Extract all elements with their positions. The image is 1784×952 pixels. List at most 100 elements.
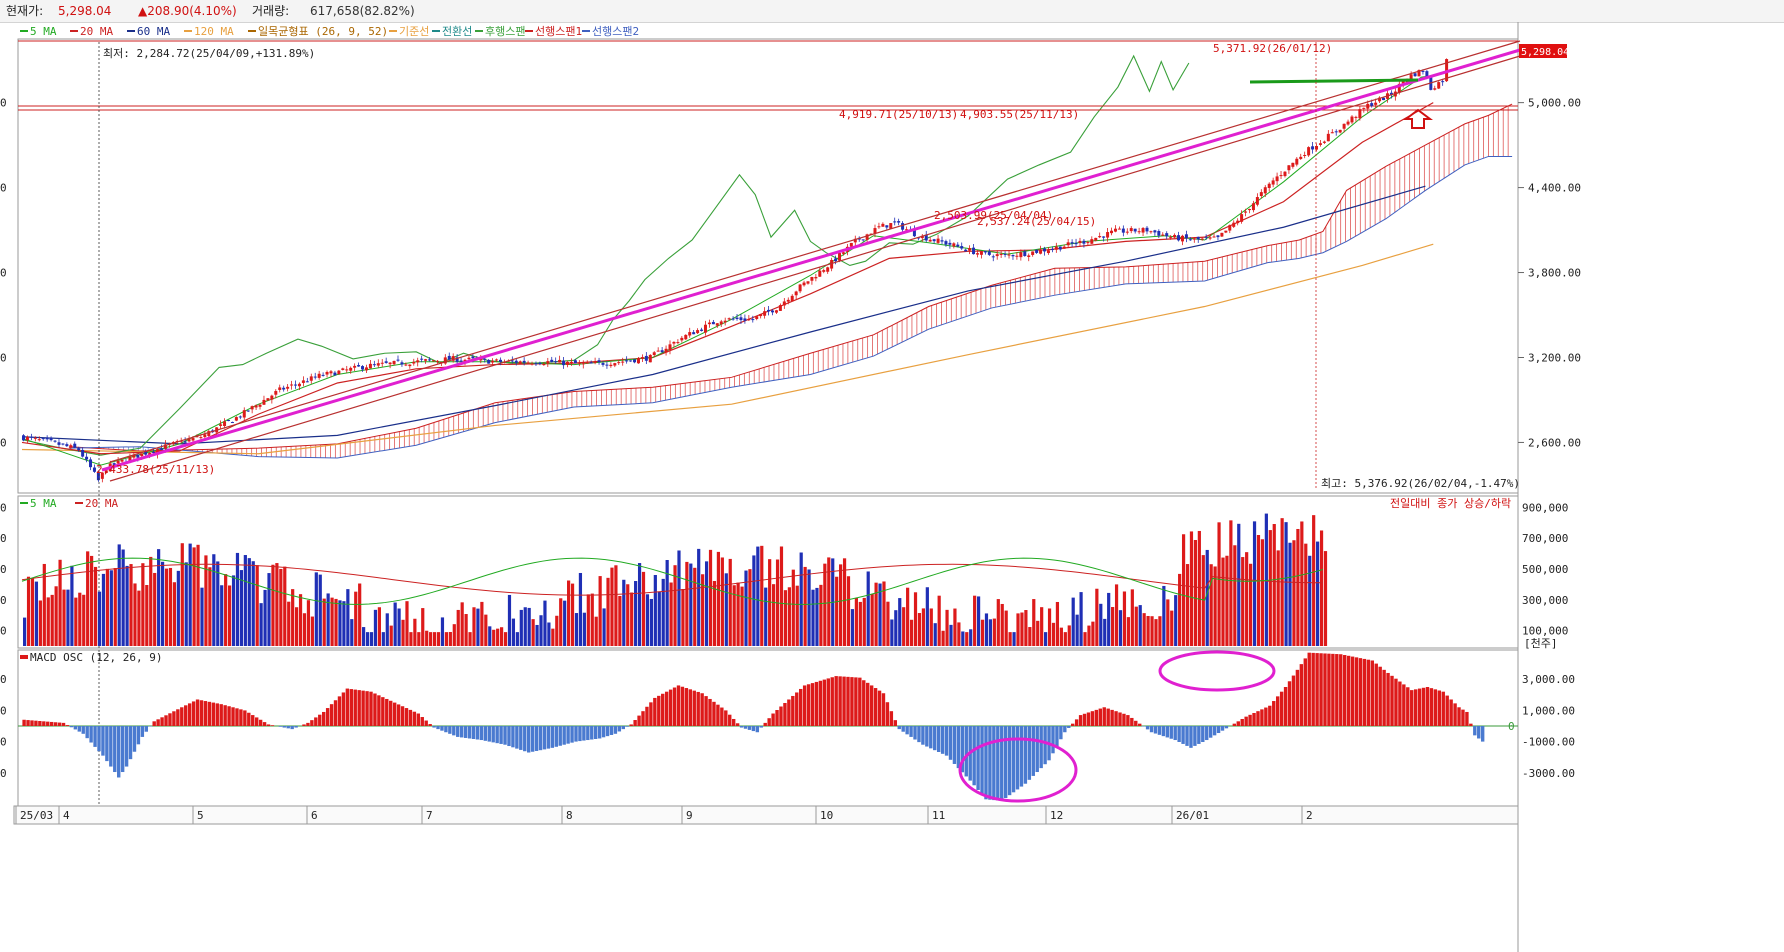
volume-bar (1099, 603, 1103, 646)
macd-bar (124, 726, 129, 767)
macd-bar (1327, 653, 1331, 726)
macd-bar (404, 708, 409, 726)
volume-bar (34, 581, 39, 646)
volume-bar (350, 619, 354, 646)
candle-body (771, 310, 774, 313)
candle-body (936, 238, 940, 243)
candle-body (1173, 234, 1177, 238)
macd-bar (101, 726, 105, 756)
macd-bar (802, 685, 807, 726)
macd-bar (866, 682, 870, 726)
macd-bar (345, 688, 350, 726)
candle-body (57, 442, 61, 445)
date-axis-frame (13, 805, 1519, 825)
volume-bar (701, 574, 705, 646)
macd-bar (1015, 726, 1020, 790)
volume-bar (401, 619, 405, 646)
macd-bar (73, 726, 78, 730)
macd-bar (1165, 726, 1170, 738)
candle-body (258, 404, 262, 407)
candle-body (1011, 255, 1015, 257)
volume-bar (243, 555, 247, 646)
candle-body (546, 361, 550, 364)
candle-body (1082, 240, 1086, 244)
macd-bar (617, 726, 622, 732)
candle-body (1074, 242, 1078, 245)
macd-bar (65, 725, 70, 726)
price-label: 현재가: (6, 4, 44, 18)
macd-bar (759, 726, 763, 728)
volume-bar (101, 573, 106, 646)
candle-body (1157, 230, 1161, 236)
lagging-span-line (21, 54, 1190, 456)
volume-tick-label: 100,000 (1522, 625, 1568, 638)
volume-bar (121, 549, 125, 646)
volume-bar (1091, 621, 1095, 646)
volume-bar (1028, 627, 1032, 646)
volume-bar (295, 607, 299, 646)
volume-bar (949, 624, 953, 646)
macd-bar (976, 726, 980, 790)
macd-bar (176, 709, 180, 726)
candles (22, 58, 1449, 483)
volume-bar (405, 601, 409, 646)
candle-body (841, 252, 845, 254)
stock-chart[interactable]: 2,600.00 0 3,200.00 0 3,800.00 0 4,400.00 0 5,00… (0, 22, 1784, 952)
macd-bar (530, 726, 535, 752)
macd-bar (1110, 709, 1114, 726)
volume-bar (78, 592, 82, 646)
volume-bar (953, 608, 957, 646)
candle-body (471, 356, 475, 359)
volume-bar (661, 578, 665, 646)
volume-bar (815, 587, 819, 646)
volume-bar (1233, 545, 1237, 646)
low-annotation: 최저: 2,284.72(25/04/09,+131.89%) (103, 47, 315, 60)
macd-bar (1181, 726, 1185, 744)
volume-bar (839, 564, 843, 646)
volume-bar (835, 576, 839, 646)
candle-body (420, 358, 424, 360)
macd-bar (329, 704, 334, 726)
macd-bar (929, 726, 933, 749)
volume-bar (227, 585, 232, 646)
date-label: 8 (566, 809, 573, 822)
volume-bar (1209, 564, 1213, 646)
volume-bar (535, 624, 539, 646)
volume-bar (1138, 605, 1142, 646)
volume-bar (429, 632, 433, 646)
candle-body (262, 399, 266, 405)
macd-bar (1055, 726, 1059, 747)
macd-bar (1071, 723, 1075, 726)
candle-body (735, 317, 739, 319)
macd-bar (515, 726, 519, 749)
candle-body (388, 362, 392, 365)
volume-bar (567, 580, 571, 646)
macd-bar (1043, 726, 1047, 765)
candle-body (45, 437, 49, 440)
candle-body (1090, 239, 1094, 244)
volume-bar (799, 552, 803, 646)
candle-body (254, 405, 258, 408)
candle-body (952, 243, 956, 247)
candle-body (1180, 235, 1184, 242)
candle-body (617, 362, 621, 364)
candle-body (380, 362, 384, 364)
volume-bar (93, 566, 98, 646)
candle-body (498, 359, 502, 362)
macd-tick-label: -3000.00 (1522, 767, 1575, 780)
macd-bar (992, 726, 996, 801)
left-macd-tick-label: 0 (0, 704, 7, 717)
volume-ma5-line (21, 557, 1324, 605)
left-volume-tick-label: 0 (0, 532, 7, 545)
macd-bar (239, 709, 243, 726)
volume-bar (291, 589, 295, 646)
volume-bar (220, 585, 224, 646)
candle-body (187, 439, 191, 442)
volume-bar (456, 609, 460, 646)
volume-bar (712, 580, 717, 646)
macd-bar (519, 726, 523, 750)
volume-bar (610, 567, 614, 646)
volume-bar (898, 598, 902, 646)
highlight-ellipse-positive (1158, 650, 1276, 692)
volume-bar (271, 564, 275, 646)
